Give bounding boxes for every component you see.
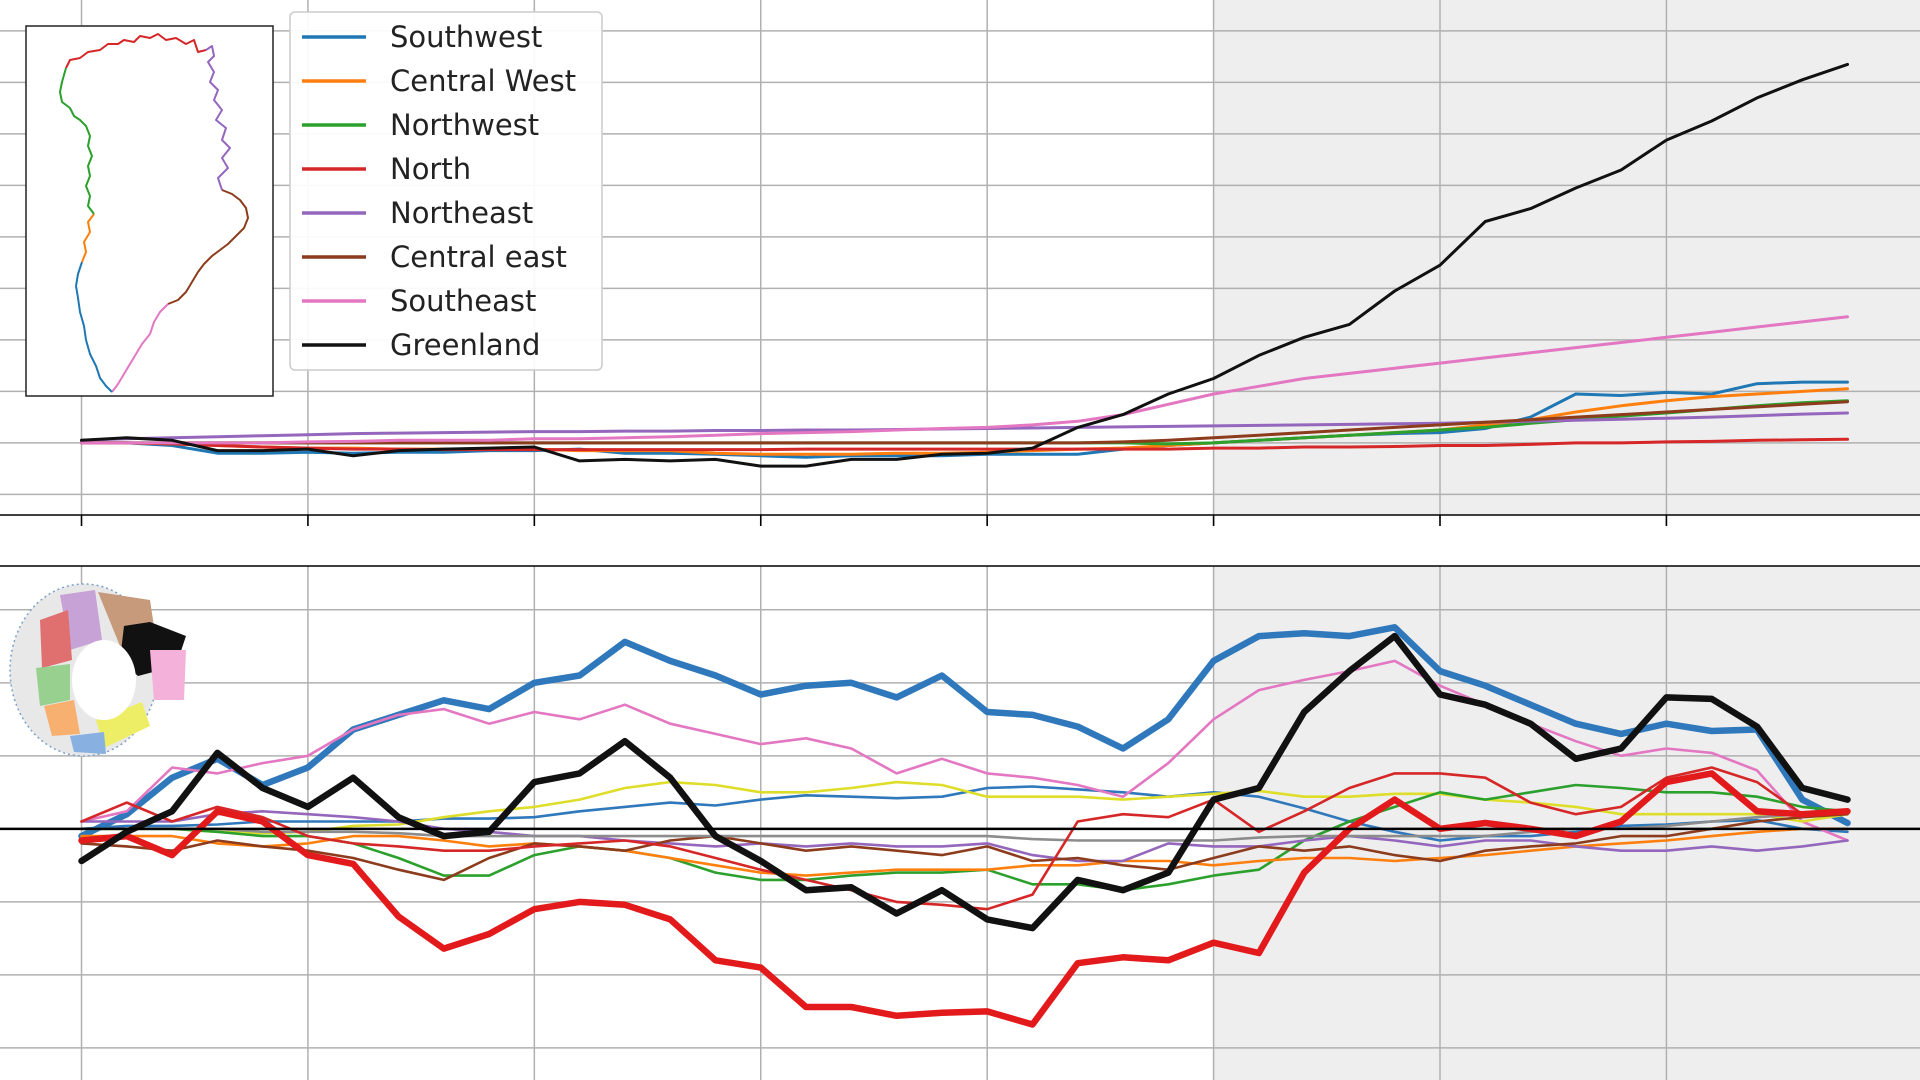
legend-label: Southeast bbox=[390, 284, 536, 318]
basin-purple bbox=[60, 590, 102, 650]
series-line-greenland bbox=[80, 62, 1849, 468]
top-x-axis bbox=[0, 514, 1920, 526]
basin-pink bbox=[150, 650, 186, 700]
legend-item-northwest: Northwest bbox=[302, 108, 539, 142]
legend-label: North bbox=[390, 152, 471, 186]
greenland-coastline-icon bbox=[59, 33, 249, 393]
series-line-central-east bbox=[80, 400, 1849, 445]
legend-item-central-west: Central West bbox=[302, 64, 576, 98]
top-shaded-period bbox=[1213, 0, 1920, 515]
series-line-2 bbox=[80, 659, 1849, 842]
top-panel: Southwest Central West Northwest North North… bbox=[0, 0, 1920, 526]
basin-polar-map-inset bbox=[9, 583, 186, 757]
bottom-panel bbox=[0, 565, 1920, 1080]
basin-green bbox=[36, 664, 70, 706]
top-series-lines bbox=[80, 62, 1849, 468]
basin-yellow bbox=[96, 702, 150, 748]
series-line-11 bbox=[78, 632, 1851, 932]
legend-item-north: North bbox=[302, 152, 471, 186]
legend-item-greenland: Greenland bbox=[302, 328, 540, 362]
series-line-north bbox=[80, 437, 1849, 452]
shaded-period-rect bbox=[1213, 566, 1920, 1080]
legend-item-northeast: Northeast bbox=[302, 196, 533, 230]
legend: Southwest Central West Northwest North North… bbox=[289, 11, 603, 371]
legend-item-southwest: Southwest bbox=[302, 20, 542, 54]
basin-red bbox=[40, 610, 72, 668]
bottom-shaded-period bbox=[1213, 566, 1920, 1080]
legend-label: Central West bbox=[390, 64, 576, 98]
series-line-southeast bbox=[80, 315, 1849, 445]
legend-item-central-east: Central east bbox=[302, 240, 567, 274]
bottom-series-lines bbox=[78, 624, 1851, 1028]
legend-label: Greenland bbox=[390, 328, 540, 362]
basin-center-void bbox=[72, 640, 136, 720]
series-line-5 bbox=[80, 827, 1849, 877]
legend-label: Southwest bbox=[390, 20, 542, 54]
legend-frame bbox=[289, 11, 603, 371]
legend-items: Southwest Central West Northwest North North… bbox=[302, 20, 576, 362]
legend-label: Northeast bbox=[390, 196, 533, 230]
basin-blue bbox=[70, 732, 106, 754]
series-line-7 bbox=[80, 812, 1849, 882]
shaded-period-rect bbox=[1213, 0, 1920, 515]
legend-item-southeast: Southeast bbox=[302, 284, 536, 318]
legend-label: Central east bbox=[390, 240, 567, 274]
series-line-3 bbox=[80, 780, 1849, 835]
legend-label: Northwest bbox=[390, 108, 539, 142]
basin-orange bbox=[44, 700, 80, 736]
series-line-6 bbox=[80, 810, 1849, 863]
series-line-10 bbox=[78, 770, 1851, 1028]
series-line-4 bbox=[80, 783, 1849, 892]
greenland-region-map-inset bbox=[25, 25, 274, 397]
